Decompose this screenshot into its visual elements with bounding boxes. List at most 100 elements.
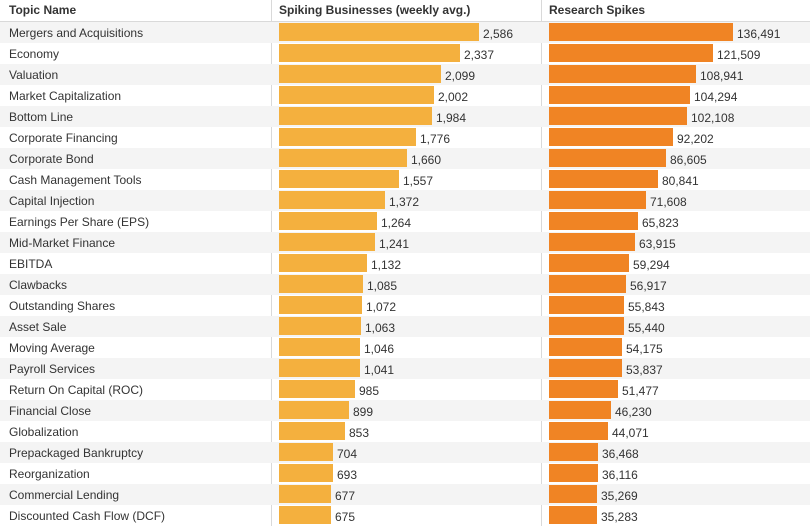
businesses-column-header[interactable]: Spiking Businesses (weekly avg.) (279, 3, 471, 17)
research-bar[interactable] (549, 506, 597, 524)
research-bar[interactable] (549, 44, 713, 62)
businesses-bar[interactable] (279, 485, 331, 503)
topic-column-header[interactable]: Topic Name (9, 3, 77, 17)
table-row[interactable]: Economy 2,337 121,509 (0, 43, 810, 64)
businesses-bar[interactable] (279, 128, 416, 146)
research-value-label: 35,283 (601, 510, 638, 524)
businesses-bar[interactable] (279, 44, 460, 62)
research-bar[interactable] (549, 149, 666, 167)
research-bar[interactable] (549, 107, 687, 125)
topic-name: Bottom Line (9, 110, 74, 124)
table-row[interactable]: Prepackaged Bankruptcy 704 36,468 (0, 442, 810, 463)
topic-name: Mergers and Acquisitions (9, 26, 144, 40)
research-value-label: 36,468 (602, 447, 639, 461)
businesses-bar[interactable] (279, 212, 377, 230)
table-row[interactable]: Valuation 2,099 108,941 (0, 64, 810, 85)
table-row[interactable]: Payroll Services 1,041 53,837 (0, 358, 810, 379)
research-value-label: 51,477 (622, 384, 659, 398)
table-header: Topic Name Spiking Businesses (weekly av… (0, 0, 810, 22)
businesses-value-label: 1,660 (411, 153, 442, 167)
research-value-label: 86,605 (670, 153, 707, 167)
research-bar[interactable] (549, 443, 598, 461)
businesses-value-label: 704 (337, 447, 358, 461)
topic-name: Reorganization (9, 467, 90, 481)
research-value-label: 55,440 (628, 321, 665, 335)
research-bar[interactable] (549, 191, 646, 209)
topic-name: Asset Sale (9, 320, 67, 334)
topic-name: Cash Management Tools (9, 173, 142, 187)
topic-name: Payroll Services (9, 362, 96, 376)
businesses-bar[interactable] (279, 86, 434, 104)
businesses-value-label: 677 (335, 489, 356, 503)
table-row[interactable]: Corporate Bond 1,660 86,605 (0, 148, 810, 169)
research-bar[interactable] (549, 233, 635, 251)
research-bar[interactable] (549, 464, 598, 482)
research-bar[interactable] (549, 128, 673, 146)
businesses-bar[interactable] (279, 149, 407, 167)
table-row[interactable]: EBITDA 1,132 59,294 (0, 253, 810, 274)
table-row[interactable]: Return On Capital (ROC) 985 51,477 (0, 379, 810, 400)
table-row[interactable]: Clawbacks 1,085 56,917 (0, 274, 810, 295)
businesses-bar[interactable] (279, 401, 349, 419)
businesses-bar[interactable] (279, 338, 360, 356)
table-row[interactable]: Discounted Cash Flow (DCF) 675 35,283 (0, 505, 810, 526)
table-row[interactable]: Outstanding Shares 1,072 55,843 (0, 295, 810, 316)
businesses-bar[interactable] (279, 107, 432, 125)
businesses-bar[interactable] (279, 233, 375, 251)
research-column-header[interactable]: Research Spikes (549, 3, 646, 17)
businesses-bar[interactable] (279, 317, 361, 335)
research-bar[interactable] (549, 317, 624, 335)
table-row[interactable]: Cash Management Tools 1,557 80,841 (0, 169, 810, 190)
businesses-bar[interactable] (279, 254, 367, 272)
table-row[interactable]: Earnings Per Share (EPS) 1,264 65,823 (0, 211, 810, 232)
research-bar[interactable] (549, 380, 618, 398)
table-row[interactable]: Mid-Market Finance 1,241 63,915 (0, 232, 810, 253)
topic-name: Outstanding Shares (9, 299, 116, 313)
businesses-bar[interactable] (279, 65, 441, 83)
businesses-bar[interactable] (279, 296, 362, 314)
businesses-bar[interactable] (279, 170, 399, 188)
table-row[interactable]: Financial Close 899 46,230 (0, 400, 810, 421)
table-row[interactable]: Bottom Line 1,984 102,108 (0, 106, 810, 127)
table-row[interactable]: Globalization 853 44,071 (0, 421, 810, 442)
table-row[interactable]: Moving Average 1,046 54,175 (0, 337, 810, 358)
businesses-bar[interactable] (279, 191, 385, 209)
topic-name: Corporate Bond (9, 152, 94, 166)
businesses-bar[interactable] (279, 380, 355, 398)
research-bar[interactable] (549, 23, 733, 41)
topic-name: Financial Close (9, 404, 92, 418)
research-bar[interactable] (549, 212, 638, 230)
research-bar[interactable] (549, 359, 622, 377)
businesses-bar[interactable] (279, 506, 331, 524)
research-bar[interactable] (549, 86, 690, 104)
businesses-bar[interactable] (279, 23, 479, 41)
table-row[interactable]: Mergers and Acquisitions 2,586 136,491 (0, 22, 810, 43)
research-value-label: 63,915 (639, 237, 676, 251)
research-bar[interactable] (549, 401, 611, 419)
table-row[interactable]: Commercial Lending 677 35,269 (0, 484, 810, 505)
research-bar[interactable] (549, 422, 608, 440)
research-bar[interactable] (549, 338, 622, 356)
businesses-value-label: 1,063 (365, 321, 396, 335)
topic-name: Prepackaged Bankruptcy (9, 446, 144, 460)
research-value-label: 108,941 (700, 69, 744, 83)
businesses-bar[interactable] (279, 275, 363, 293)
research-bar[interactable] (549, 296, 624, 314)
businesses-bar[interactable] (279, 422, 345, 440)
research-bar[interactable] (549, 275, 626, 293)
businesses-bar[interactable] (279, 464, 333, 482)
research-value-label: 35,269 (601, 489, 638, 503)
table-row[interactable]: Market Capitalization 2,002 104,294 (0, 85, 810, 106)
table-row[interactable]: Capital Injection 1,372 71,608 (0, 190, 810, 211)
businesses-bar[interactable] (279, 359, 360, 377)
research-bar[interactable] (549, 65, 696, 83)
research-value-label: 53,837 (626, 363, 663, 377)
table-row[interactable]: Corporate Financing 1,776 92,202 (0, 127, 810, 148)
businesses-bar[interactable] (279, 443, 333, 461)
table-row[interactable]: Asset Sale 1,063 55,440 (0, 316, 810, 337)
research-bar[interactable] (549, 170, 658, 188)
research-bar[interactable] (549, 254, 629, 272)
research-bar[interactable] (549, 485, 597, 503)
table-row[interactable]: Reorganization 693 36,116 (0, 463, 810, 484)
businesses-value-label: 1,132 (371, 258, 402, 272)
